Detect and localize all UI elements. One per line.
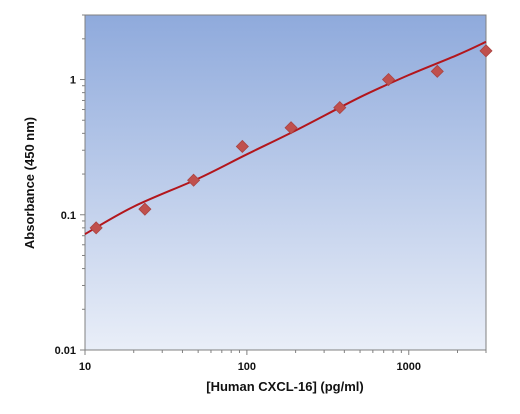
fit-curve-group	[84, 40, 487, 235]
data-point	[187, 173, 201, 187]
fit-curve	[84, 40, 487, 235]
y-axis-ticks: 0.01 0.1 1	[55, 14, 85, 357]
x-tick-label: 10	[79, 361, 91, 373]
data-point	[333, 101, 347, 115]
data-point	[138, 202, 152, 216]
y-tick-label: 1	[70, 75, 76, 87]
y-tick-label: 0.01	[55, 345, 76, 357]
data-point	[284, 121, 298, 135]
data-point	[381, 72, 396, 87]
data-point	[89, 221, 103, 235]
data-markers	[89, 44, 493, 235]
data-point	[235, 139, 249, 154]
x-axis-title: [Human CXCL-16] (pg/ml)	[206, 379, 363, 394]
data-point	[479, 44, 493, 58]
data-point	[430, 64, 444, 78]
x-tick-label: 1000	[397, 361, 421, 373]
y-tick-label: 0.1	[61, 210, 76, 222]
x-tick-label: 100	[238, 361, 256, 373]
y-axis-title: Absorbance (450 nm)	[22, 117, 37, 249]
x-axis-ticks: 10 100 1000	[79, 350, 487, 373]
plot-area	[84, 14, 487, 351]
